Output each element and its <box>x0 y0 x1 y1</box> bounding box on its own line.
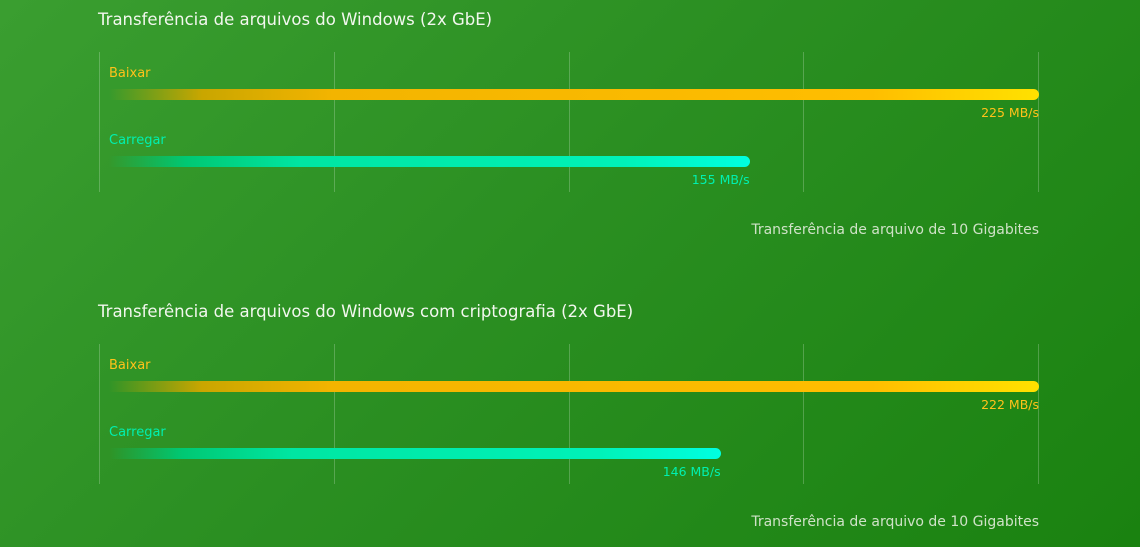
gridline <box>1038 52 1039 192</box>
chart-panel-2: Transferência de arquivos do Windows com… <box>0 292 1140 542</box>
chart-title: Transferência de arquivos do Windows com… <box>98 302 634 321</box>
bar-baixar <box>109 89 1039 100</box>
chart-footnote: Transferência de arquivo de 10 Gigabites <box>751 222 1039 238</box>
gridline <box>569 344 570 484</box>
gridline <box>569 52 570 192</box>
chart-plot: Baixar 225 MB/s Carregar 155 MB/s <box>99 52 1039 192</box>
series-label-baixar: Baixar <box>109 66 151 81</box>
value-label-carregar: 146 MB/s <box>662 464 721 479</box>
bar-carregar <box>109 156 750 167</box>
gridline <box>334 344 335 484</box>
series-label-baixar: Baixar <box>109 358 151 373</box>
gridline <box>99 52 100 192</box>
gridline <box>1038 344 1039 484</box>
bar-carregar <box>109 448 721 459</box>
gridline <box>803 344 804 484</box>
chart-panel-1: Transferência de arquivos do Windows (2x… <box>0 0 1140 250</box>
chart-plot: Baixar 222 MB/s Carregar 146 MB/s <box>99 344 1039 484</box>
gridline <box>99 344 100 484</box>
chart-footnote: Transferência de arquivo de 10 Gigabites <box>751 514 1039 530</box>
series-label-carregar: Carregar <box>109 425 166 440</box>
gridline <box>334 52 335 192</box>
chart-title: Transferência de arquivos do Windows (2x… <box>98 10 493 29</box>
value-label-baixar: 225 MB/s <box>981 105 1039 120</box>
bar-baixar <box>109 381 1039 392</box>
series-label-carregar: Carregar <box>109 133 166 148</box>
gridline <box>803 52 804 192</box>
value-label-carregar: 155 MB/s <box>691 172 750 187</box>
value-label-baixar: 222 MB/s <box>981 397 1039 412</box>
